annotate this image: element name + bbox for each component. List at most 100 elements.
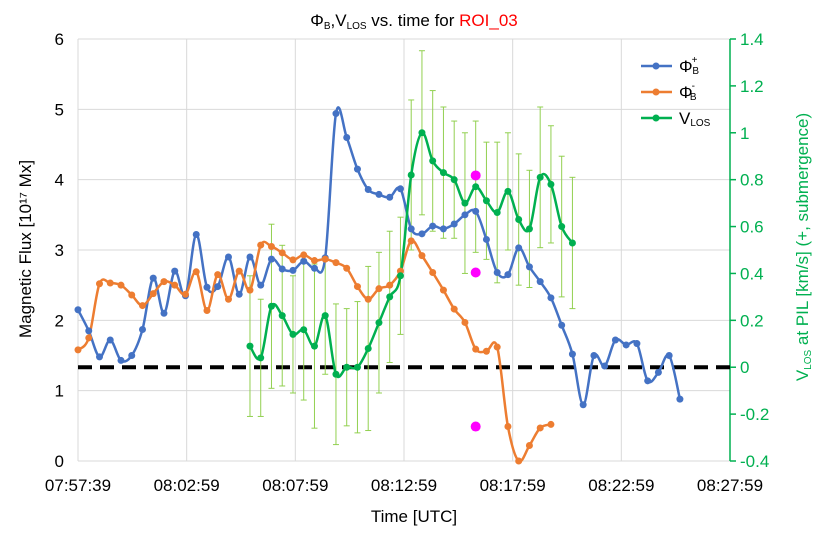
data-point-phi_plus [482, 235, 490, 243]
data-point-phi_plus [590, 352, 598, 359]
data-point-phi_minus [547, 420, 555, 428]
data-point-phi_plus [504, 271, 512, 279]
data-point-phi_minus [149, 290, 157, 298]
data-point-v_los [558, 223, 566, 231]
data-point-phi_plus [558, 321, 566, 329]
data-point-v_los [278, 312, 286, 320]
title-sep-sub: LOS [347, 21, 367, 32]
data-point-v_los [536, 173, 544, 181]
data-point-phi_plus [622, 341, 630, 349]
data-point-v_los [472, 183, 480, 191]
data-point-v_los [482, 197, 490, 205]
data-point-phi_plus [353, 165, 361, 173]
y2-tick-label: 0.6 [740, 218, 764, 237]
data-point-phi_minus [343, 264, 351, 272]
data-point-phi_plus [472, 207, 480, 215]
data-point-phi_plus [74, 306, 82, 314]
legend-entry-sub: B [692, 66, 699, 77]
legend-entry-name: Φ [679, 57, 693, 76]
data-point-phi_minus [321, 255, 329, 263]
y2-tick-label: 0.4 [740, 264, 764, 283]
data-point-v_los [321, 312, 329, 320]
data-point-phi_minus [472, 345, 480, 353]
data-point-phi_plus [525, 263, 533, 271]
data-point-v_los [386, 293, 394, 301]
x-tick-label: 08:27:59 [697, 476, 763, 495]
data-point-phi_plus [300, 257, 308, 265]
data-point-phi_minus [117, 281, 125, 289]
data-point-phi_plus [665, 352, 673, 359]
data-point-phi_plus [439, 225, 447, 233]
data-point-phi_plus [644, 377, 652, 385]
data-point-v_los [525, 225, 533, 233]
data-point-v_los [418, 129, 426, 137]
data-point-v_los [407, 171, 415, 179]
data-point-phi_minus [138, 302, 146, 310]
data-point-phi_plus [224, 253, 232, 261]
data-point-phi_minus [246, 286, 254, 294]
data-point-v_los [493, 208, 501, 216]
axes [78, 38, 736, 462]
data-point-v_los [332, 370, 340, 378]
data-point-phi_plus [278, 265, 286, 273]
data-point-phi_plus [536, 278, 544, 286]
title-phi-sub: B [324, 21, 331, 32]
data-point-phi_minus [310, 257, 318, 265]
legend-entry-sub: B [690, 92, 697, 103]
x-axis-label: Time [UTC] [371, 507, 457, 526]
data-point-phi_plus [95, 353, 103, 361]
data-point-phi_minus [74, 346, 82, 354]
y-tick-label: 3 [55, 241, 64, 260]
data-point-phi_minus [224, 295, 232, 303]
y-axis-label: Magnetic Flux [10¹⁷ Mx] [16, 160, 35, 338]
y2-tick-label: 1 [740, 124, 749, 143]
y-tick-label: 5 [55, 100, 64, 119]
data-point-v_los [246, 342, 254, 350]
data-point-phi_minus [278, 249, 286, 257]
data-point-phi_plus [611, 336, 619, 344]
data-point-phi_minus [300, 251, 308, 259]
data-point-phi_plus [117, 356, 125, 364]
data-point-phi_minus [515, 457, 523, 465]
legend-marker-swatch [652, 114, 660, 122]
y-tick-label: 6 [55, 30, 64, 49]
data-point-phi_minus [439, 286, 447, 294]
data-point-phi_plus [203, 283, 211, 291]
data-point-phi_plus [106, 336, 114, 344]
data-point-phi_plus [375, 190, 383, 198]
data-point-v_los [257, 354, 265, 362]
data-point-phi_plus [289, 266, 297, 274]
data-point-phi_plus [461, 211, 469, 219]
legend-entry-name: V [679, 109, 691, 128]
data-point-phi_plus [332, 110, 340, 118]
data-point-phi_minus [386, 281, 394, 289]
data-point-phi_plus [364, 186, 372, 194]
data-point-v_los [375, 319, 383, 327]
data-point-phi_minus [461, 318, 469, 326]
data-point-phi_plus [267, 255, 275, 263]
data-point-phi_plus [654, 368, 662, 376]
data-point-phi_plus [192, 231, 200, 239]
data-point-phi_minus [364, 295, 372, 303]
data-point-phi_minus [450, 305, 458, 313]
data-point-phi_minus [160, 278, 168, 286]
title-sep: ,V [331, 11, 348, 30]
title-mid: vs. time for [367, 11, 460, 30]
data-point-phi_minus [482, 347, 490, 355]
data-point-phi_minus [289, 256, 297, 264]
data-point-phi_plus [633, 340, 641, 348]
data-point-v_los [310, 342, 318, 350]
data-point-phi_plus [149, 274, 157, 282]
data-point-phi_plus [246, 253, 254, 261]
y2-tick-label: -0.2 [740, 405, 769, 424]
data-point-v_los [267, 302, 275, 310]
data-point-v_los [450, 176, 458, 184]
legend-entry-label: Φ+ B [679, 55, 699, 77]
data-point-phi_minus [504, 423, 512, 431]
data-point-phi_plus [493, 269, 501, 277]
data-point-phi_plus [418, 230, 426, 238]
legend-entry-name: Φ [679, 83, 693, 102]
data-point-phi_minus [493, 343, 501, 351]
